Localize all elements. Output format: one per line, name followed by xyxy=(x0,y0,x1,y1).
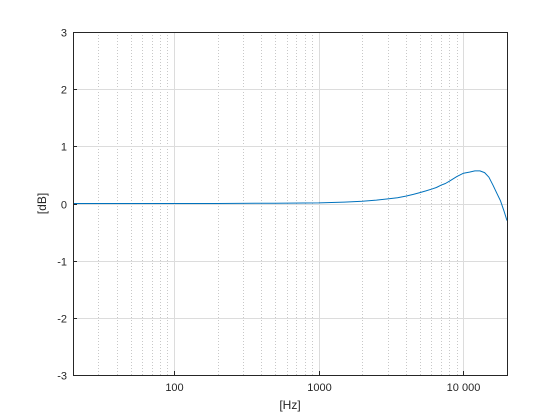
x-tick-label: 100 xyxy=(165,382,183,394)
x-tick-label: 1000 xyxy=(307,382,331,394)
y-tick-label: 0 xyxy=(61,200,67,212)
y-tick-label: 1 xyxy=(61,142,67,154)
x-axis-label: [Hz] xyxy=(279,398,300,412)
y-tick-label: -2 xyxy=(57,314,67,326)
y-axis-label: [dB] xyxy=(35,193,49,214)
y-ticks: -3 -2 -1 0 1 2 3 xyxy=(57,28,77,383)
y-tick-label: 3 xyxy=(61,28,67,40)
x-ticks: 100 1000 10 000 xyxy=(165,371,480,394)
series-line xyxy=(73,170,508,221)
x-tick-label: 10 000 xyxy=(447,382,481,394)
y-tick-label: 2 xyxy=(61,85,67,97)
y-tick-label: -1 xyxy=(57,257,67,269)
y-tick-label: -3 xyxy=(57,371,67,383)
series-layer xyxy=(73,170,508,221)
